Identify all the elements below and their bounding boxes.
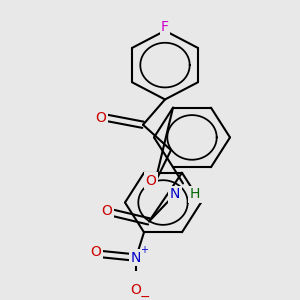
Text: O: O	[96, 110, 106, 124]
Text: O: O	[146, 174, 156, 188]
Text: N: N	[131, 250, 141, 265]
Text: −: −	[140, 291, 150, 300]
Text: +: +	[140, 245, 148, 255]
Text: O: O	[130, 283, 141, 297]
Text: F: F	[161, 20, 169, 34]
Text: O: O	[102, 204, 112, 218]
Text: N: N	[170, 187, 180, 201]
Text: O: O	[91, 245, 101, 259]
Text: H: H	[190, 187, 200, 201]
